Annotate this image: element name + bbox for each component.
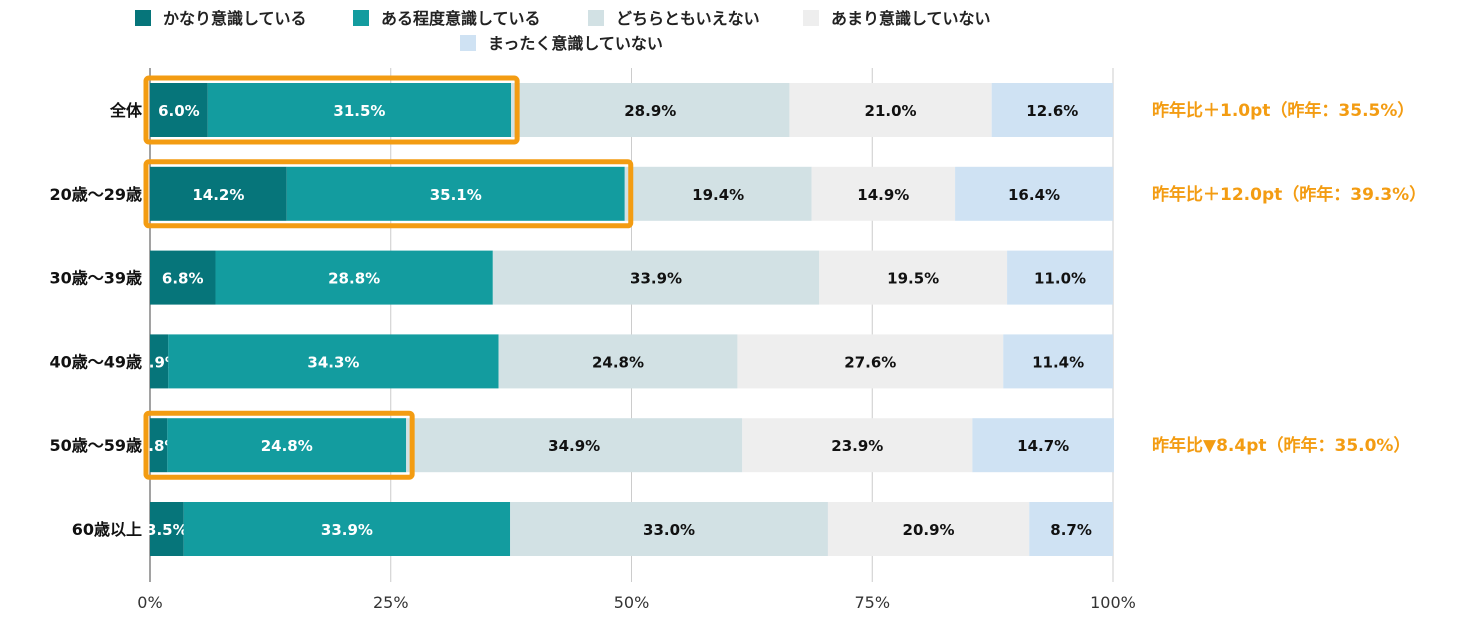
legend-label: どちらともいえない: [616, 9, 760, 28]
bars: 6.0% 31.5% 28.9% 21.0% 12.6% 14.2% 35.1% 19.4% 1…: [138, 83, 1114, 556]
bar-segment: [1003, 334, 1113, 389]
bar-segment: [827, 502, 1030, 556]
category-labels: 全体 20歳〜29歳 30歳〜39歳 40歳〜49歳 50歳〜59歳 60歳以上: [49, 101, 143, 539]
category-label: 40歳〜49歳: [49, 352, 142, 371]
data-label: 20.9%: [903, 521, 955, 539]
bar-segment: [972, 418, 1114, 473]
bar-segment: [742, 418, 973, 473]
data-label: 27.6%: [844, 353, 896, 371]
bar-segment: [819, 250, 1008, 305]
data-label: 3.5%: [146, 521, 188, 539]
bar-segment: [955, 166, 1113, 221]
bar-segment: [215, 250, 493, 305]
x-tick-label: 75%: [854, 593, 890, 612]
bar-segment: [150, 166, 287, 221]
category-label: 全体: [109, 101, 143, 120]
x-tick-label: 0%: [137, 593, 162, 612]
data-label: 19.4%: [692, 186, 744, 204]
data-label: 14.2%: [192, 186, 244, 204]
annotation-text: 昨年比▼8.4pt（昨年：35.0%）: [1152, 435, 1410, 456]
bar-segment: [789, 83, 992, 137]
data-label: 33.9%: [321, 521, 373, 539]
bar-segment: [1007, 250, 1113, 305]
bar-segment: [737, 334, 1004, 389]
category-label: 50歳〜59歳: [49, 436, 142, 455]
data-label: 14.7%: [1017, 437, 1069, 455]
annotation-text: 昨年比＋1.0pt（昨年：35.5%）: [1152, 100, 1414, 121]
legend-label: あまり意識していない: [831, 9, 991, 28]
legend-label: ある程度意識している: [381, 9, 541, 28]
data-label: 34.9%: [548, 437, 600, 455]
legend: かなり意識している ある程度意識している どちらともいえない あまり意識していないまっ…: [135, 9, 991, 53]
legend-swatch: [353, 10, 369, 26]
bar-segment: [150, 250, 216, 305]
x-tick-label: 50%: [614, 593, 650, 612]
data-label: 34.3%: [307, 353, 359, 371]
highlight-boxes: [143, 75, 634, 480]
bar-segment: [811, 166, 956, 221]
highlight-box: [143, 75, 520, 145]
category-label: 20歳〜29歳: [49, 185, 142, 204]
annotation-text: 昨年比＋12.0pt（昨年：39.3%）: [1152, 184, 1426, 205]
category-label: 60歳以上: [72, 520, 142, 539]
data-label: 21.0%: [865, 102, 917, 120]
data-label: 24.8%: [592, 353, 644, 371]
bar-segment: [492, 250, 820, 305]
data-label: 33.0%: [643, 521, 695, 539]
data-label: 6.8%: [162, 270, 204, 288]
bar-segment: [207, 83, 512, 137]
data-label: 11.0%: [1034, 270, 1086, 288]
x-tick-label: 25%: [373, 593, 409, 612]
data-label: 19.5%: [887, 270, 939, 288]
bar-segment: [1029, 502, 1113, 556]
data-label: 16.4%: [1008, 186, 1060, 204]
legend-label: かなり意識している: [163, 9, 307, 28]
legend-swatch: [460, 35, 476, 51]
bar-segment: [624, 166, 812, 221]
category-label: 30歳〜39歳: [49, 269, 142, 288]
bar-segment: [168, 334, 499, 389]
legend-swatch: [588, 10, 604, 26]
bar-segment: [498, 334, 738, 389]
bar-segment: [406, 418, 743, 473]
grid-lines: [149, 68, 1114, 582]
legend-swatch: [135, 10, 151, 26]
data-label: 28.9%: [624, 102, 676, 120]
bar-segment: [150, 502, 184, 556]
bar-segment: [511, 83, 790, 137]
bar-segment: [167, 418, 407, 473]
bar-segment: [286, 166, 625, 221]
bar-segment: [510, 502, 828, 556]
data-label: 28.8%: [328, 270, 380, 288]
data-label: 8.7%: [1050, 521, 1092, 539]
data-label: 24.8%: [261, 437, 313, 455]
legend-label: まったく意識していない: [488, 34, 663, 53]
data-label: 12.6%: [1026, 102, 1078, 120]
data-label: 31.5%: [333, 102, 385, 120]
bar-segment: [150, 83, 208, 137]
x-tick-label: 100%: [1090, 593, 1136, 612]
bar-segment: [150, 418, 168, 473]
data-label: 6.0%: [158, 102, 200, 120]
data-label: 14.9%: [857, 186, 909, 204]
data-label: 11.4%: [1032, 353, 1084, 371]
bar-segment: [150, 334, 169, 389]
bar-segment: [183, 502, 511, 556]
x-axis-ticks: 0% 25% 50% 75% 100%: [137, 593, 1136, 612]
data-label: 23.9%: [831, 437, 883, 455]
legend-swatch: [803, 10, 819, 26]
highlight-box: [143, 159, 634, 229]
data-label: 35.1%: [430, 186, 482, 204]
highlight-box: [143, 410, 415, 480]
annotations: 昨年比＋1.0pt（昨年：35.5%） 昨年比＋12.0pt（昨年：39.3%） 昨…: [1152, 100, 1426, 456]
bar-segment: [991, 83, 1113, 137]
data-label: 33.9%: [630, 270, 682, 288]
